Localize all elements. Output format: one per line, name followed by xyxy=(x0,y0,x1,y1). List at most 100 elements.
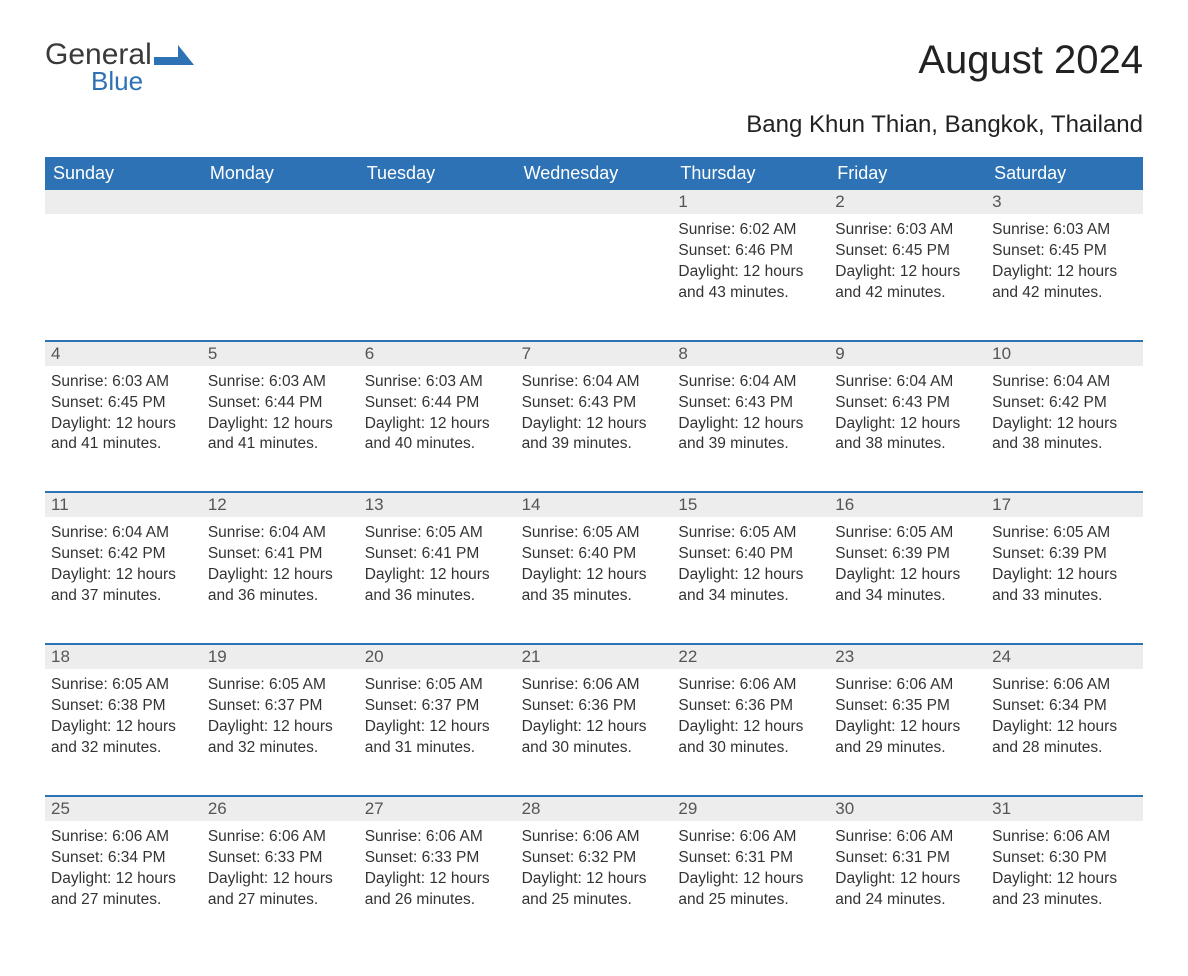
day-cell xyxy=(359,214,516,332)
sunrise-text: Sunrise: 6:06 AM xyxy=(522,675,667,696)
sunset-text: Sunset: 6:32 PM xyxy=(522,848,667,869)
day-number xyxy=(359,190,516,214)
logo: General Blue xyxy=(45,40,194,97)
day-cell: Sunrise: 6:05 AMSunset: 6:37 PMDaylight:… xyxy=(359,669,516,787)
day-cell: Sunrise: 6:04 AMSunset: 6:43 PMDaylight:… xyxy=(829,366,986,484)
calendar-week: 123Sunrise: 6:02 AMSunset: 6:46 PMDaylig… xyxy=(45,190,1143,332)
logo-text-block: General Blue xyxy=(45,40,194,97)
sunset-text: Sunset: 6:45 PM xyxy=(992,241,1137,262)
sunrise-text: Sunrise: 6:06 AM xyxy=(678,827,823,848)
sunrise-text: Sunrise: 6:05 AM xyxy=(365,523,510,544)
day-cell xyxy=(202,214,359,332)
day-number: 29 xyxy=(672,797,829,821)
sunset-text: Sunset: 6:46 PM xyxy=(678,241,823,262)
day-number: 27 xyxy=(359,797,516,821)
day-cell: Sunrise: 6:04 AMSunset: 6:41 PMDaylight:… xyxy=(202,517,359,635)
day-cell: Sunrise: 6:06 AMSunset: 6:31 PMDaylight:… xyxy=(829,821,986,939)
daylight-text: Daylight: 12 hours and 34 minutes. xyxy=(835,565,980,607)
sunset-text: Sunset: 6:33 PM xyxy=(208,848,353,869)
day-cell: Sunrise: 6:04 AMSunset: 6:43 PMDaylight:… xyxy=(516,366,673,484)
sunrise-text: Sunrise: 6:06 AM xyxy=(208,827,353,848)
sunset-text: Sunset: 6:43 PM xyxy=(835,393,980,414)
daylight-text: Daylight: 12 hours and 32 minutes. xyxy=(208,717,353,759)
daylight-text: Daylight: 12 hours and 24 minutes. xyxy=(835,869,980,911)
daylight-text: Daylight: 12 hours and 38 minutes. xyxy=(992,414,1137,456)
day-cell: Sunrise: 6:06 AMSunset: 6:35 PMDaylight:… xyxy=(829,669,986,787)
daynum-row: 18192021222324 xyxy=(45,643,1143,669)
daylight-text: Daylight: 12 hours and 38 minutes. xyxy=(835,414,980,456)
day-number: 20 xyxy=(359,645,516,669)
sunset-text: Sunset: 6:43 PM xyxy=(678,393,823,414)
day-number: 16 xyxy=(829,493,986,517)
sunrise-text: Sunrise: 6:04 AM xyxy=(208,523,353,544)
daylight-text: Daylight: 12 hours and 25 minutes. xyxy=(678,869,823,911)
day-number: 23 xyxy=(829,645,986,669)
daylight-text: Daylight: 12 hours and 33 minutes. xyxy=(992,565,1137,607)
day-header-friday: Friday xyxy=(829,157,986,190)
day-number: 8 xyxy=(672,342,829,366)
daylight-text: Daylight: 12 hours and 40 minutes. xyxy=(365,414,510,456)
daylight-text: Daylight: 12 hours and 31 minutes. xyxy=(365,717,510,759)
page-title: August 2024 xyxy=(918,40,1143,80)
day-cell: Sunrise: 6:02 AMSunset: 6:46 PMDaylight:… xyxy=(672,214,829,332)
day-number: 10 xyxy=(986,342,1143,366)
day-cell: Sunrise: 6:04 AMSunset: 6:42 PMDaylight:… xyxy=(986,366,1143,484)
location-subtitle: Bang Khun Thian, Bangkok, Thailand xyxy=(45,111,1143,139)
day-number: 4 xyxy=(45,342,202,366)
sunrise-text: Sunrise: 6:04 AM xyxy=(51,523,196,544)
sunrise-text: Sunrise: 6:03 AM xyxy=(835,220,980,241)
daylight-text: Daylight: 12 hours and 41 minutes. xyxy=(208,414,353,456)
sunrise-text: Sunrise: 6:06 AM xyxy=(678,675,823,696)
day-cell: Sunrise: 6:06 AMSunset: 6:30 PMDaylight:… xyxy=(986,821,1143,939)
day-number: 25 xyxy=(45,797,202,821)
sunset-text: Sunset: 6:37 PM xyxy=(365,696,510,717)
sunrise-text: Sunrise: 6:05 AM xyxy=(208,675,353,696)
daylight-text: Daylight: 12 hours and 36 minutes. xyxy=(208,565,353,607)
calendar-week: 45678910Sunrise: 6:03 AMSunset: 6:45 PMD… xyxy=(45,340,1143,484)
sunset-text: Sunset: 6:36 PM xyxy=(522,696,667,717)
day-number: 1 xyxy=(672,190,829,214)
sunset-text: Sunset: 6:34 PM xyxy=(51,848,196,869)
calendar: Sunday Monday Tuesday Wednesday Thursday… xyxy=(45,157,1143,938)
daynum-row: 123 xyxy=(45,190,1143,214)
day-header-sunday: Sunday xyxy=(45,157,202,190)
daylight-text: Daylight: 12 hours and 37 minutes. xyxy=(51,565,196,607)
day-cell: Sunrise: 6:03 AMSunset: 6:45 PMDaylight:… xyxy=(986,214,1143,332)
logo-word2: Blue xyxy=(91,66,194,97)
sunset-text: Sunset: 6:30 PM xyxy=(992,848,1137,869)
daylight-text: Daylight: 12 hours and 30 minutes. xyxy=(678,717,823,759)
sunrise-text: Sunrise: 6:06 AM xyxy=(835,827,980,848)
day-number: 12 xyxy=(202,493,359,517)
daylight-text: Daylight: 12 hours and 42 minutes. xyxy=(992,262,1137,304)
day-cell: Sunrise: 6:05 AMSunset: 6:38 PMDaylight:… xyxy=(45,669,202,787)
sunrise-text: Sunrise: 6:06 AM xyxy=(51,827,196,848)
logo-mark-icon xyxy=(154,43,194,70)
sunrise-text: Sunrise: 6:03 AM xyxy=(992,220,1137,241)
day-number xyxy=(202,190,359,214)
sunset-text: Sunset: 6:34 PM xyxy=(992,696,1137,717)
sunrise-text: Sunrise: 6:06 AM xyxy=(365,827,510,848)
sunrise-text: Sunrise: 6:03 AM xyxy=(365,372,510,393)
day-number: 15 xyxy=(672,493,829,517)
day-number xyxy=(516,190,673,214)
day-cell: Sunrise: 6:05 AMSunset: 6:41 PMDaylight:… xyxy=(359,517,516,635)
daylight-text: Daylight: 12 hours and 23 minutes. xyxy=(992,869,1137,911)
day-cell: Sunrise: 6:06 AMSunset: 6:36 PMDaylight:… xyxy=(672,669,829,787)
sunset-text: Sunset: 6:33 PM xyxy=(365,848,510,869)
day-number: 7 xyxy=(516,342,673,366)
day-number: 19 xyxy=(202,645,359,669)
day-number: 5 xyxy=(202,342,359,366)
calendar-week: 25262728293031Sunrise: 6:06 AMSunset: 6:… xyxy=(45,795,1143,939)
sunrise-text: Sunrise: 6:04 AM xyxy=(835,372,980,393)
daylight-text: Daylight: 12 hours and 26 minutes. xyxy=(365,869,510,911)
sunset-text: Sunset: 6:40 PM xyxy=(522,544,667,565)
day-cell: Sunrise: 6:05 AMSunset: 6:40 PMDaylight:… xyxy=(672,517,829,635)
day-number: 22 xyxy=(672,645,829,669)
day-cell: Sunrise: 6:03 AMSunset: 6:45 PMDaylight:… xyxy=(45,366,202,484)
sunset-text: Sunset: 6:45 PM xyxy=(835,241,980,262)
header: General Blue August 2024 xyxy=(45,40,1143,97)
daynum-row: 11121314151617 xyxy=(45,491,1143,517)
day-cell: Sunrise: 6:03 AMSunset: 6:45 PMDaylight:… xyxy=(829,214,986,332)
day-cell xyxy=(516,214,673,332)
sunrise-text: Sunrise: 6:02 AM xyxy=(678,220,823,241)
